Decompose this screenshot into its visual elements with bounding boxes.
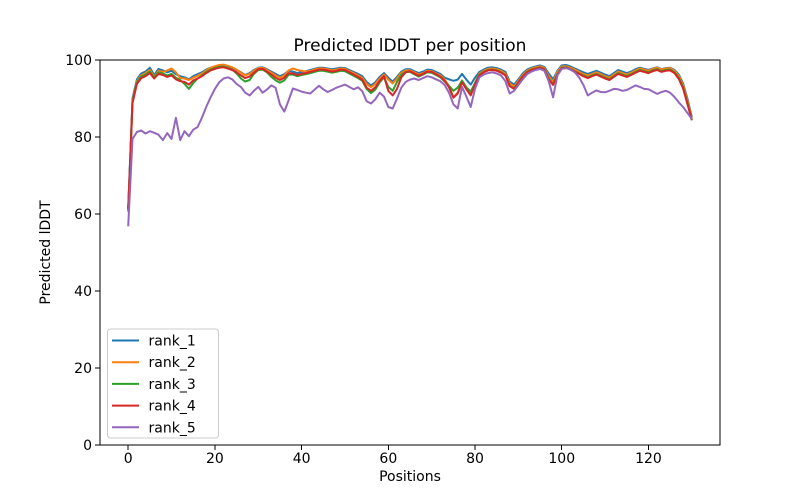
series-line-rank_3 [127, 65, 693, 211]
legend-label: rank_4 [149, 399, 196, 415]
legend-item-rank_4: rank_4 [112, 399, 196, 415]
plot-frame [99, 59, 721, 446]
y-axis-label: Predicted lDDT [38, 200, 54, 305]
legend-box [107, 328, 219, 439]
x-tick-label: 80 [466, 451, 484, 467]
series-lines [127, 63, 693, 227]
y-tick-label: 100 [65, 53, 92, 69]
x-tick-label: 100 [548, 451, 575, 467]
chart-title: Predicted lDDT per position [294, 36, 527, 56]
legend-item-rank_2: rank_2 [112, 355, 196, 371]
series-line-rank_2 [127, 63, 693, 213]
x-tick-label: 0 [124, 451, 133, 467]
x-axis-ticks: 0 20 40 60 80 100 120 [124, 445, 662, 467]
legend-item-rank_1: rank_1 [112, 334, 196, 350]
series-line-rank_1 [127, 64, 693, 209]
y-tick-label: 60 [74, 207, 92, 223]
x-tick-label: 120 [635, 451, 662, 467]
x-tick-label: 40 [293, 451, 311, 467]
y-tick-label: 80 [74, 130, 92, 146]
x-tick-label: 20 [206, 451, 224, 467]
legend-label: rank_3 [149, 377, 196, 393]
x-tick-label: 60 [379, 451, 397, 467]
legend-item-rank_3: rank_3 [112, 377, 196, 393]
y-tick-label: 0 [83, 438, 92, 454]
series-line-rank_5 [127, 67, 693, 227]
legend: rank_1 rank_2 rank_3 rank_4 rank_5 [107, 328, 219, 439]
legend-label: rank_1 [149, 334, 196, 350]
legend-label: rank_2 [149, 355, 196, 371]
series-line-rank_4 [127, 66, 693, 210]
y-axis-ticks: 0 20 40 60 80 100 [65, 53, 100, 454]
legend-item-rank_5: rank_5 [112, 420, 196, 436]
y-tick-label: 40 [74, 284, 92, 300]
legend-label: rank_5 [149, 420, 196, 436]
x-axis-label: Positions [379, 469, 441, 485]
y-tick-label: 20 [74, 361, 92, 377]
